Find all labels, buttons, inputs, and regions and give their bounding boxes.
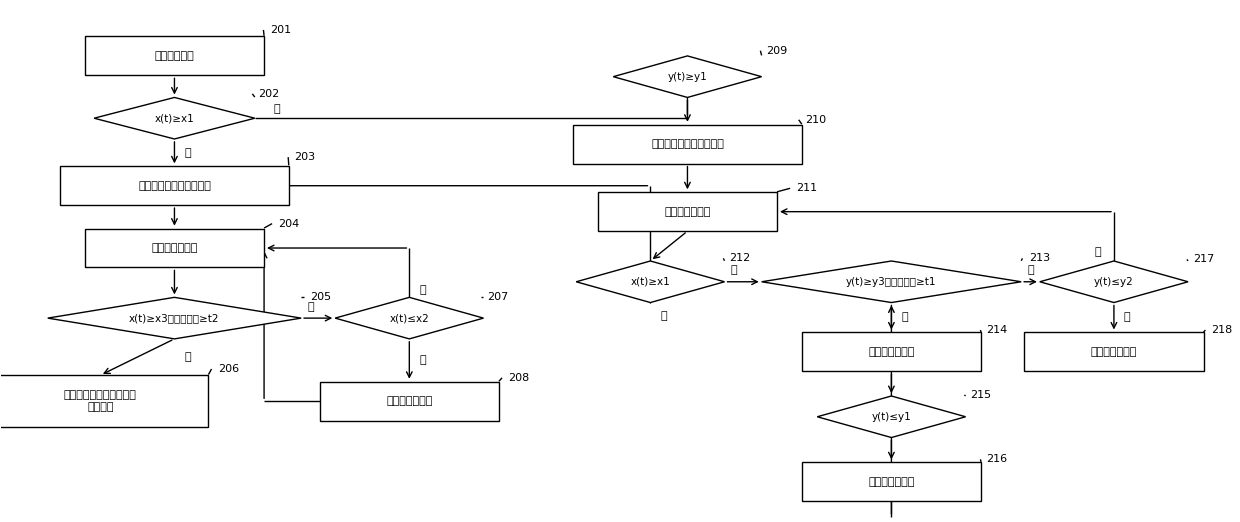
Text: x(t)≥x1: x(t)≥x1 <box>630 277 671 287</box>
Text: 202: 202 <box>258 89 280 99</box>
Bar <box>802 462 981 501</box>
Text: 否: 否 <box>730 265 738 275</box>
Text: 否: 否 <box>273 104 280 114</box>
Polygon shape <box>1040 261 1188 303</box>
Text: 215: 215 <box>971 390 992 400</box>
Bar <box>60 166 289 205</box>
Polygon shape <box>94 98 254 139</box>
Text: x(t)≥x3且持续时长≥t2: x(t)≥x3且持续时长≥t2 <box>129 313 219 323</box>
Text: 排水泵停止工作: 排水泵停止工作 <box>386 396 433 406</box>
Text: 启动烘干程序: 启动烘干程序 <box>155 51 195 61</box>
Bar <box>84 37 264 75</box>
Text: 217: 217 <box>1193 254 1214 265</box>
Text: y(t)≥y1: y(t)≥y1 <box>667 72 707 81</box>
Text: 控制电磁阀导通第二支路: 控制电磁阀导通第二支路 <box>138 181 211 191</box>
Bar <box>598 192 777 231</box>
Text: 是: 是 <box>185 148 191 158</box>
Text: 控制排水泵工作: 控制排水泵工作 <box>665 207 711 217</box>
Text: y(t)≤y1: y(t)≤y1 <box>872 412 911 422</box>
Text: y(t)≤y2: y(t)≤y2 <box>1094 277 1133 287</box>
Text: 205: 205 <box>310 292 331 302</box>
Text: 否: 否 <box>1095 247 1101 257</box>
Text: y(t)≥y3且持续时长≥t1: y(t)≥y3且持续时长≥t1 <box>846 277 936 287</box>
Polygon shape <box>48 298 301 339</box>
Bar <box>573 125 802 163</box>
Text: 控制电磁阀导通第一支路: 控制电磁阀导通第一支路 <box>651 139 724 149</box>
Text: 210: 210 <box>805 115 826 125</box>
Polygon shape <box>577 261 724 303</box>
Text: 排水泵停止工作: 排水泵停止工作 <box>1091 347 1137 357</box>
Text: 是: 是 <box>419 355 425 365</box>
Text: 208: 208 <box>508 373 529 383</box>
Text: 209: 209 <box>766 46 787 56</box>
Bar <box>0 375 208 427</box>
Text: 是: 是 <box>1123 313 1131 323</box>
Polygon shape <box>614 56 761 98</box>
Text: 否: 否 <box>1028 265 1034 275</box>
Text: 201: 201 <box>269 25 290 35</box>
Bar <box>1024 333 1204 371</box>
Text: 203: 203 <box>294 152 315 162</box>
Bar <box>802 333 981 371</box>
Text: 212: 212 <box>729 253 750 264</box>
Bar <box>320 382 498 421</box>
Text: x(t)≤x2: x(t)≤x2 <box>389 313 429 323</box>
Text: 206: 206 <box>218 364 239 374</box>
Text: 是: 是 <box>660 311 667 321</box>
Text: 216: 216 <box>987 454 1008 465</box>
Text: 207: 207 <box>487 292 508 302</box>
Text: 204: 204 <box>278 219 300 229</box>
Text: 烘干程序停止，输出排水
故障信号: 烘干程序停止，输出排水 故障信号 <box>63 390 136 412</box>
Text: 否: 否 <box>419 284 425 294</box>
Text: 压缩机重启工作: 压缩机重启工作 <box>868 477 915 487</box>
Text: 213: 213 <box>1029 253 1050 264</box>
Text: 是: 是 <box>901 313 908 323</box>
Text: 218: 218 <box>1211 325 1233 335</box>
Polygon shape <box>761 261 1022 303</box>
Text: 否: 否 <box>308 302 314 312</box>
Text: 控制排水泵工作: 控制排水泵工作 <box>151 243 197 253</box>
Text: 211: 211 <box>796 183 817 193</box>
Text: 是: 是 <box>185 352 191 362</box>
Text: 214: 214 <box>987 325 1008 335</box>
Polygon shape <box>335 298 484 339</box>
Text: 压缩机暂停工作: 压缩机暂停工作 <box>868 347 915 357</box>
Bar <box>84 229 264 267</box>
Text: x(t)≥x1: x(t)≥x1 <box>155 113 195 123</box>
Polygon shape <box>817 396 966 437</box>
